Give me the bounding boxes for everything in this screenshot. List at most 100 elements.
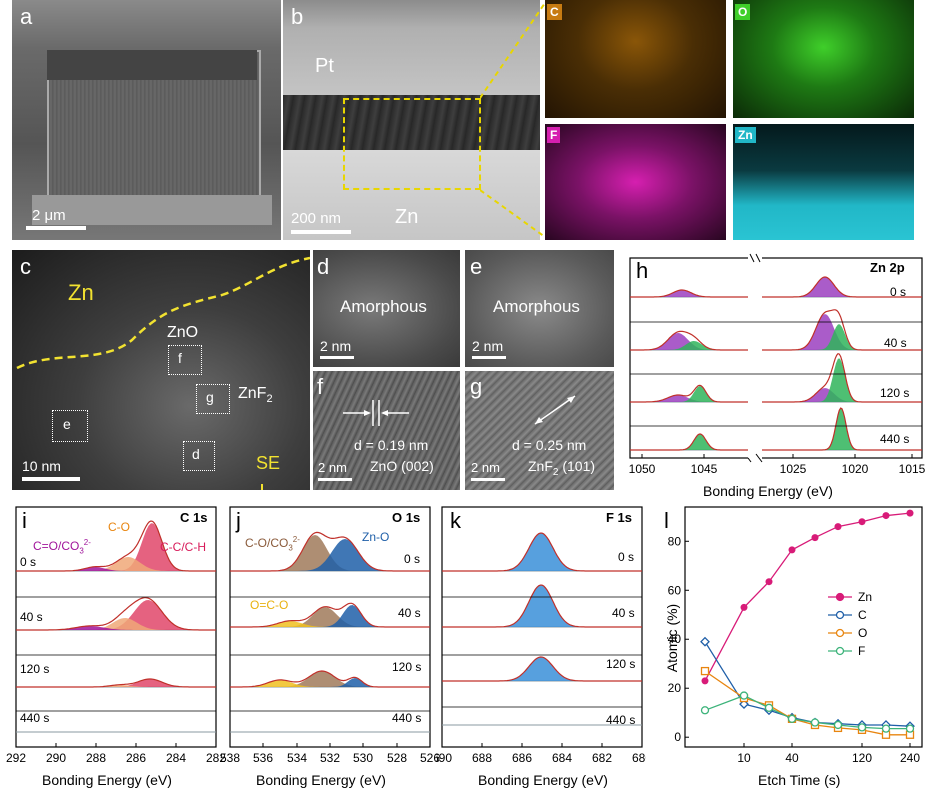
panel-e-scale-bar <box>472 356 506 359</box>
panel-b-label: b <box>291 4 304 29</box>
x-tick-label: 528 <box>387 751 407 765</box>
panel-g-plane-pre: ZnF <box>528 458 553 474</box>
x-tick-label: 536 <box>253 751 273 765</box>
legend-label-zn: Zn <box>858 590 872 604</box>
data-point-zn <box>788 546 796 554</box>
panel-k-chart: 690 688 686 684 682 680 <box>436 506 646 765</box>
panel-k-xlabel: Bonding Energy (eV) <box>478 772 608 788</box>
panel-h-label: h <box>636 258 649 283</box>
eds-label-o: O <box>735 4 751 20</box>
panel-a-scale-bar <box>26 226 86 230</box>
box-e <box>52 410 88 442</box>
peak-label-co-co3-text: C=O/CO <box>33 539 80 553</box>
panel-f-measure-arrows <box>343 400 409 426</box>
x-tick-label: 532 <box>320 751 340 765</box>
data-point-f <box>739 691 749 700</box>
panel-g-plane-post: (101) <box>558 458 596 474</box>
envelope-curve <box>16 678 216 688</box>
panel-f-image <box>313 371 460 490</box>
data-point-zn <box>882 512 890 520</box>
legend-marker-c <box>835 610 845 620</box>
panel-d-scale-text: 2 nm <box>320 338 352 354</box>
x-tick-label: 1020 <box>842 462 869 476</box>
x-tick-label: 40 <box>785 751 799 765</box>
znf2-subscript: 2 <box>266 393 273 406</box>
box-d <box>183 441 215 471</box>
panel-e-scale-text: 2 nm <box>472 338 504 354</box>
fitted-peak <box>230 539 430 571</box>
eds-label-c: C <box>547 4 562 20</box>
eds-label-f: F <box>547 127 561 143</box>
y-tick-label: 60 <box>668 583 682 597</box>
panel-h-series-0: 0 s <box>890 285 907 299</box>
envelope-curve <box>762 276 922 298</box>
zno-label: ZnO <box>167 324 199 341</box>
se-layer <box>283 95 540 150</box>
x-tick-label: 526 <box>420 751 440 765</box>
legend-label-c: C <box>858 608 867 622</box>
pt-layer <box>283 0 540 95</box>
panel-h-title: Zn 2p <box>870 260 905 275</box>
fitted-peak <box>630 395 748 402</box>
x-tick-label: 1050 <box>629 462 656 476</box>
envelope-curve <box>630 384 748 403</box>
eds-map-c <box>545 0 726 118</box>
x-tick-label: 1045 <box>691 462 718 476</box>
panel-l-frame <box>684 506 923 748</box>
x-tick-label: 534 <box>287 751 307 765</box>
panel-j-chart: 538 536 534 532 530 528 526 <box>220 506 440 765</box>
data-point-zn <box>858 518 866 526</box>
panel-j-series-1: 40 s <box>398 606 421 620</box>
znf2-text: ZnF <box>238 385 267 402</box>
panel-g-label: g <box>470 374 483 399</box>
panel-l-xlabel: Etch Time (s) <box>758 772 841 788</box>
panel-g-plane: ZnF2 (101) <box>528 458 595 478</box>
panel-a-label: a <box>20 4 33 29</box>
panel-l-ylabel: Atomic (%) <box>664 603 680 673</box>
panel-d-scale-bar <box>320 356 354 359</box>
series-line-c <box>704 641 911 727</box>
envelope-curve <box>442 532 642 572</box>
panel-c-scale-bar <box>22 477 80 481</box>
panel-i-series-3: 440 s <box>20 711 50 725</box>
panel-e-phase: Amorphous <box>493 297 580 316</box>
panel-l-label: l <box>664 508 669 533</box>
y-tick-label: 80 <box>668 534 682 548</box>
x-tick-label: 10 <box>737 751 751 765</box>
panel-i-label: i <box>22 508 27 533</box>
eds-map-zn <box>733 124 914 240</box>
panel-d-image <box>313 250 460 367</box>
envelope-curve <box>16 520 216 572</box>
envelope-curve <box>230 602 430 628</box>
panel-j-series-2: 120 s <box>392 660 422 674</box>
fitted-peak <box>630 290 748 297</box>
trench-top <box>47 50 257 80</box>
x-tick-label: 1015 <box>899 462 926 476</box>
panel-c-scale-text: 10 nm <box>22 458 61 474</box>
x-tick-label: 684 <box>552 751 572 765</box>
fitted-peak <box>16 679 216 687</box>
data-point-f <box>881 724 891 733</box>
data-point-zn <box>906 509 914 517</box>
x-tick-label: 282 <box>206 751 225 765</box>
data-point-zn <box>701 677 709 685</box>
panel-k-series-1: 40 s <box>612 606 635 620</box>
fitted-peak <box>16 557 216 571</box>
peak-label-c-o: C-O <box>108 520 130 534</box>
fitted-peak <box>630 386 748 402</box>
panel-g-scale-text: 2 nm <box>471 460 500 475</box>
fitted-peak <box>16 523 216 571</box>
panel-g-measure-arrows <box>534 395 576 425</box>
x-tick-label: 690 <box>436 751 452 765</box>
pt-label: Pt <box>315 55 334 77</box>
x-tick-label: 1025 <box>780 462 807 476</box>
box-f <box>168 345 202 375</box>
envelope-curve <box>762 309 922 351</box>
panel-f-scale-bar <box>318 478 352 481</box>
zn-layer <box>283 150 540 240</box>
panel-g-plane-sub: 2 <box>552 466 559 478</box>
zoom-lines <box>480 2 546 238</box>
envelope-curve <box>230 531 430 572</box>
panel-f-scale-text: 2 nm <box>318 460 347 475</box>
fitted-peak <box>16 685 216 687</box>
